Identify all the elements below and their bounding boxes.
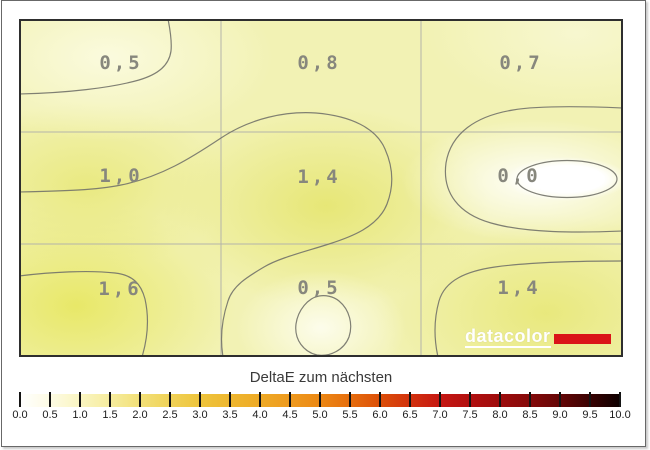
colorbar-tick xyxy=(379,392,381,407)
colorbar-tick-label: 3.5 xyxy=(222,409,238,421)
cell-label: 1,6 xyxy=(98,278,142,300)
colorbar-tick xyxy=(139,392,141,407)
colorbar-tick xyxy=(289,392,291,407)
colorbar-tick-label: 0.5 xyxy=(42,409,58,421)
heatmap-canvas xyxy=(21,21,621,355)
colorbar-tick-label: 8.0 xyxy=(492,409,508,421)
colorbar-tick xyxy=(199,392,201,407)
colorbar-tick xyxy=(589,392,591,407)
colorbar-tick-label: 1.0 xyxy=(72,409,88,421)
contour-line-bottom-left xyxy=(21,270,148,355)
colorbar-tick-label: 1.5 xyxy=(102,409,118,421)
cell-label: 0,7 xyxy=(499,52,543,74)
colorbar-tick xyxy=(439,392,441,407)
colorbar-tick-label: 7.5 xyxy=(462,409,478,421)
colorbar-tick-label: 7.0 xyxy=(432,409,448,421)
colorbar-tick xyxy=(19,392,21,407)
plot-area: 0,5 0,8 0,7 1,0 1,4 0,0 1,6 0,5 1,4 datacolor xyxy=(19,19,623,357)
colorbar-tick-label: 9.5 xyxy=(582,409,598,421)
grid-lines xyxy=(21,21,621,355)
colorbar-tick-label: 2.0 xyxy=(132,409,148,421)
colorbar-tick-label: 4.5 xyxy=(282,409,298,421)
colorbar-tick xyxy=(499,392,501,407)
colorbar-tick-label: 8.5 xyxy=(522,409,538,421)
colorbar-tick xyxy=(79,392,81,407)
colorbar-tick-label: 4.0 xyxy=(252,409,268,421)
cell-label: 1,4 xyxy=(297,166,341,188)
colorbar-tick xyxy=(349,392,351,407)
colorbar-tick xyxy=(529,392,531,407)
chart-title: DeltaE zum nächsten xyxy=(249,369,393,386)
cell-label: 0,5 xyxy=(99,52,143,74)
colorbar-tick xyxy=(229,392,231,407)
cell-label: 1,0 xyxy=(99,165,143,187)
contour-line-bottom-middle-drop xyxy=(295,295,352,355)
colorbar-tick xyxy=(259,392,261,407)
colorbar-tick xyxy=(619,392,621,407)
colorbar-tick-label: 9.0 xyxy=(552,409,568,421)
colorbar-tick xyxy=(409,392,411,407)
contour-svg xyxy=(21,21,621,355)
cell-label: 1,4 xyxy=(497,277,541,299)
datacolor-logo-text: datacolor xyxy=(465,326,551,348)
colorbar-tick-label: 5.0 xyxy=(312,409,328,421)
datacolor-logo-red-bar xyxy=(553,334,611,344)
colorbar-tick xyxy=(559,392,561,407)
contour-line-zero-ellipse xyxy=(516,159,618,199)
cell-label: 0,0 xyxy=(497,165,541,187)
colorbar-tick-label: 2.5 xyxy=(162,409,178,421)
colorbar-tick xyxy=(49,392,51,407)
colorbar-tick-label: 6.0 xyxy=(372,409,388,421)
cell-label: 0,5 xyxy=(297,277,341,299)
contour-line-center-s-curve xyxy=(21,112,393,355)
colorbar-tick xyxy=(109,392,111,407)
contour-line-top-left xyxy=(21,21,172,95)
cell-label: 0,8 xyxy=(297,52,341,74)
colorbar-tick-label: 0.0 xyxy=(12,409,28,421)
datacolor-logo: datacolor xyxy=(465,327,611,348)
colorbar-tick-label: 3.0 xyxy=(192,409,208,421)
colorbar-tick xyxy=(319,392,321,407)
contour-line-bottom-right xyxy=(434,260,621,355)
colorbar-tick xyxy=(469,392,471,407)
colorbar-tick-label: 10.0 xyxy=(609,409,631,421)
contour-line-right-stadium xyxy=(444,106,621,233)
colorbar-tick-label: 5.5 xyxy=(342,409,358,421)
colorbar-tick-label: 6.5 xyxy=(402,409,418,421)
colorbar-tick xyxy=(169,392,171,407)
